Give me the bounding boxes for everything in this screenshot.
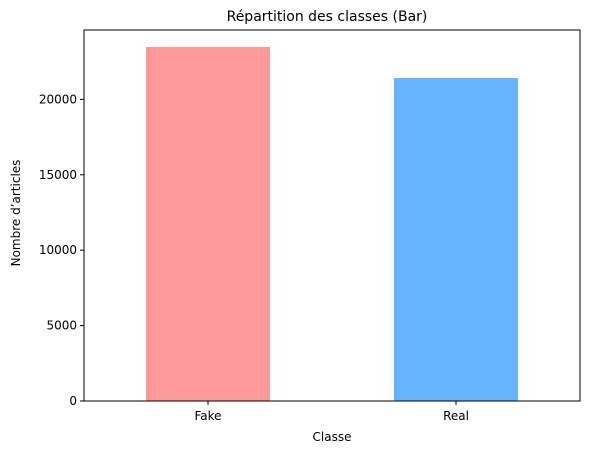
- bar-fake: [146, 46, 270, 401]
- chart-title: Répartition des classes (Bar): [227, 9, 428, 25]
- y-axis-label: Nombre d’articles: [9, 160, 23, 267]
- x-axis-label: Classe: [313, 430, 352, 444]
- y-tick-label: 20000: [39, 92, 77, 106]
- bars-group: [146, 46, 518, 401]
- x-axis: Fake Real: [194, 401, 469, 423]
- bar-real: [394, 78, 518, 401]
- x-tick-label: Real: [443, 409, 469, 423]
- y-tick-label: 10000: [39, 243, 77, 257]
- y-tick-label: 0: [69, 394, 77, 408]
- y-tick-label: 15000: [39, 168, 77, 182]
- y-axis: 0 5000 10000 15000 20000: [39, 92, 84, 408]
- y-tick-label: 5000: [46, 319, 77, 333]
- x-tick-label: Fake: [194, 409, 221, 423]
- plot-frame: [83, 29, 581, 402]
